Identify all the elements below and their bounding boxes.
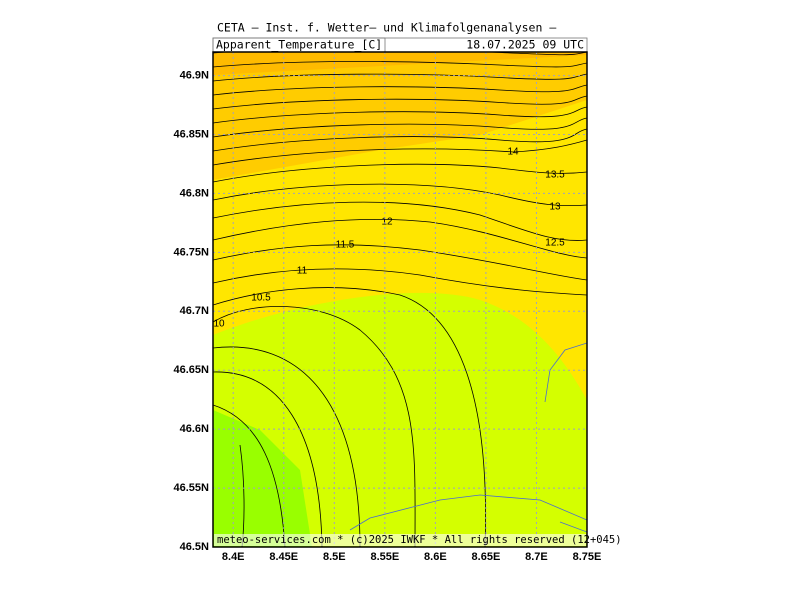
contour-line (213, 84, 587, 96)
band-green (213, 410, 312, 547)
contour-line (213, 163, 587, 183)
contour-label: 13 (549, 202, 561, 213)
contour-line (213, 117, 587, 138)
contour-line (213, 404, 286, 547)
contour-label: 12 (381, 217, 393, 228)
band-yellow-green (213, 292, 587, 547)
contour-line (213, 305, 416, 547)
contour-line (213, 52, 587, 56)
contour-label: 13.5 (545, 170, 565, 181)
y-tick-label: 46.85N (174, 128, 210, 140)
contour-label: 12.5 (545, 238, 565, 249)
y-tick-label: 46.8N (180, 187, 209, 199)
contour-line (213, 346, 361, 547)
contour-line (213, 61, 587, 68)
border (349, 494, 587, 531)
frame (212, 51, 588, 548)
contour-line (213, 201, 587, 241)
x-tick-label: 8.6E (424, 551, 447, 563)
contour-line (213, 106, 587, 124)
border (559, 521, 587, 533)
x-tick-label: 8.75E (573, 551, 602, 563)
y-tick-label: 46.75N (174, 246, 210, 258)
y-tick-label: 46.5N (180, 541, 209, 553)
border (544, 342, 587, 403)
y-tick-label: 46.55N (174, 482, 210, 494)
contour-line (213, 244, 587, 281)
x-tick-label: 8.65E (472, 551, 501, 563)
y-tick-label: 46.6N (180, 423, 209, 435)
valid-time: 18.07.2025 09 UTC (466, 38, 584, 52)
contour-line (213, 139, 587, 166)
contour-line (213, 371, 323, 547)
institute: CETA – Inst. f. Wetter– und Klimafolgena… (217, 21, 556, 35)
contour-label: 11 (297, 266, 308, 277)
x-tick-label: 8.5E (323, 551, 346, 563)
contour-label: 10 (213, 319, 225, 330)
y-tick-label: 46.9N (180, 69, 209, 81)
footer-bg (214, 534, 586, 546)
contour-label: 11.5 (336, 240, 355, 251)
footer: meteo-services.com * (c)2025 IWKF * All … (217, 534, 622, 546)
contour-line (213, 268, 587, 296)
contour-line (213, 95, 587, 110)
x-tick-label: 8.45E (269, 551, 298, 563)
band-orange (213, 52, 587, 180)
y-tick-label: 46.7N (180, 305, 209, 317)
field: 10 10.5 11 11.5 12 12.5 13 13.5 14 (213, 52, 587, 547)
contour-line (213, 287, 486, 547)
y-tick-label: 46.65N (174, 364, 210, 376)
band-dark-orange (213, 52, 587, 75)
contour-line (213, 183, 587, 207)
x-tick-label: 8.7E (525, 551, 548, 563)
x-tick-label: 8.4E (222, 551, 245, 563)
x-tick-label: 8.55E (370, 551, 399, 563)
contour-line (213, 128, 587, 152)
variable: Apparent_Temperature_[C] (216, 38, 382, 52)
contour-label: 10.5 (251, 293, 271, 304)
contour-label: 14 (507, 147, 519, 158)
contour-line (213, 218, 587, 259)
